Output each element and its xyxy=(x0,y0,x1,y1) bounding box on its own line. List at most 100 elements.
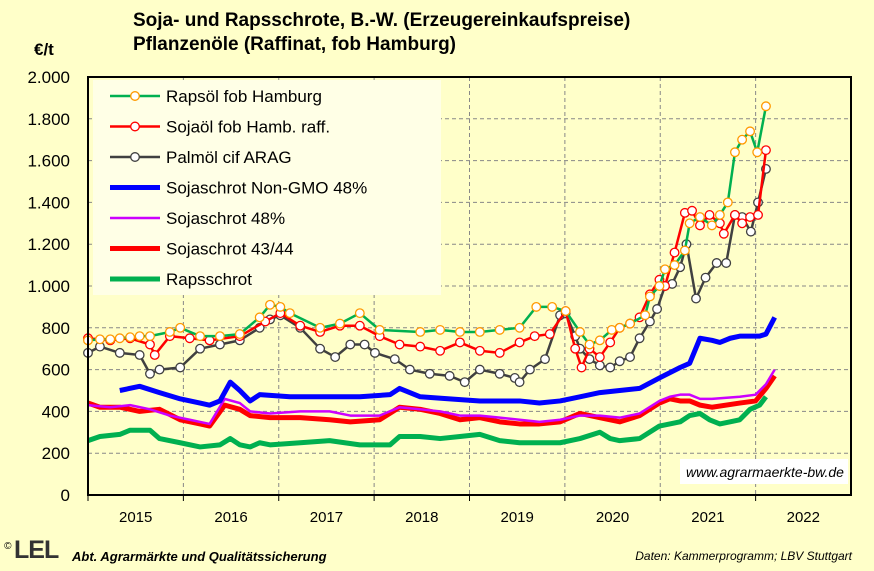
data-point xyxy=(114,347,125,358)
legend-label: Palmöl cif ARAG xyxy=(166,148,292,167)
data-point xyxy=(730,209,740,220)
y-tick-label: 0 xyxy=(61,486,70,505)
data-point xyxy=(524,364,535,375)
data-point xyxy=(474,345,485,356)
legend-label: Sojaschrot 48% xyxy=(166,209,285,228)
data-point xyxy=(654,281,665,291)
y-axis-unit: €/t xyxy=(34,40,54,59)
series-4 xyxy=(87,368,776,426)
data-point xyxy=(575,327,585,337)
data-point xyxy=(415,341,426,352)
series-6 xyxy=(87,395,768,450)
y-tick-label: 200 xyxy=(42,444,70,463)
data-point xyxy=(254,312,265,323)
data-point xyxy=(154,364,165,375)
data-point xyxy=(315,343,326,354)
y-tick-label: 1.400 xyxy=(27,193,70,212)
data-point xyxy=(415,327,426,337)
series-line xyxy=(87,368,776,426)
data-point xyxy=(134,331,145,342)
data-point xyxy=(94,334,105,345)
x-tick-label: 2019 xyxy=(501,509,534,526)
data-point xyxy=(389,354,400,365)
data-point xyxy=(695,220,705,231)
copyright-mark: © xyxy=(4,541,12,552)
data-point xyxy=(614,356,625,367)
data-point xyxy=(704,209,715,220)
data-point xyxy=(514,322,525,333)
data-point xyxy=(721,258,732,268)
data-point xyxy=(334,318,345,329)
data-point xyxy=(359,339,370,350)
legend-label: Sojaöl fob Hamb. raff. xyxy=(166,118,330,137)
data-point xyxy=(745,212,756,222)
data-point xyxy=(544,329,555,340)
data-point xyxy=(175,362,186,373)
data-point xyxy=(459,377,470,388)
data-point xyxy=(145,368,155,379)
data-point xyxy=(265,299,275,310)
x-tick-label: 2021 xyxy=(691,509,724,526)
data-point xyxy=(547,301,558,312)
y-tick-label: 800 xyxy=(42,319,70,338)
data-point xyxy=(576,362,587,373)
data-point xyxy=(354,320,365,331)
data-point xyxy=(474,364,485,375)
data-point xyxy=(214,339,225,350)
data-point xyxy=(644,291,655,302)
data-point xyxy=(345,339,356,350)
data-point xyxy=(679,245,690,256)
y-tick-label: 1.000 xyxy=(27,277,70,296)
data-point xyxy=(330,352,341,363)
data-point xyxy=(295,320,306,331)
data-point xyxy=(606,324,617,335)
legend-label: Sojaschrot Non-GMO 48% xyxy=(166,179,367,198)
data-point xyxy=(444,370,455,381)
plot-border xyxy=(87,76,852,496)
series-5 xyxy=(87,374,777,429)
data-point xyxy=(435,324,446,335)
data-point xyxy=(514,377,525,388)
x-tick-label: 2015 xyxy=(119,509,152,526)
x-tick-label: 2017 xyxy=(310,509,343,526)
data-point xyxy=(737,134,748,145)
x-tick-label: 2020 xyxy=(596,509,629,526)
data-source: Daten: Kammerprogramm; LBV Stuttgart xyxy=(635,549,852,563)
data-point xyxy=(195,331,206,342)
data-point xyxy=(175,322,186,333)
data-point xyxy=(494,347,505,358)
data-point xyxy=(669,260,680,271)
legend-marker xyxy=(130,152,140,162)
data-point xyxy=(234,329,245,340)
data-point xyxy=(660,264,670,275)
data-point xyxy=(529,331,540,342)
data-point xyxy=(195,343,206,354)
data-point xyxy=(634,333,645,344)
data-point xyxy=(369,347,380,358)
data-point xyxy=(695,212,705,222)
data-point xyxy=(706,220,717,231)
data-point xyxy=(614,322,625,333)
series-line xyxy=(87,374,777,429)
data-point xyxy=(125,332,136,343)
chart-title-line2: Pflanzenöle (Raffinat, fob Hamburg) xyxy=(133,34,456,55)
series-0 xyxy=(83,101,771,350)
data-point xyxy=(730,147,740,158)
annotation-box xyxy=(680,459,848,484)
data-point xyxy=(184,333,195,344)
y-tick-label: 1.600 xyxy=(27,152,70,171)
data-point xyxy=(145,331,155,342)
data-point xyxy=(669,247,680,258)
data-point xyxy=(722,197,733,208)
data-point xyxy=(164,327,175,337)
data-point xyxy=(652,304,663,314)
data-point xyxy=(394,339,405,350)
data-point xyxy=(354,308,365,319)
data-point xyxy=(625,352,635,363)
data-point xyxy=(745,226,756,237)
data-point xyxy=(687,205,697,216)
data-point xyxy=(514,337,525,348)
data-point xyxy=(435,345,446,356)
